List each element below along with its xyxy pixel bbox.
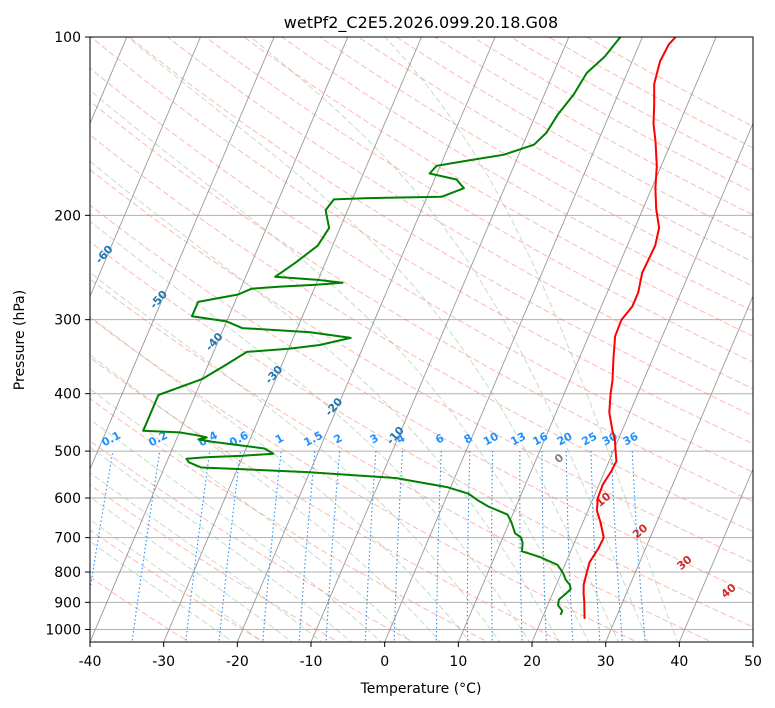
x-tick-label: -10 bbox=[300, 654, 323, 670]
mixing-ratio-label: 36 bbox=[621, 430, 641, 449]
temperature-profile-line bbox=[582, 37, 677, 619]
y-tick-label: 100 bbox=[54, 30, 81, 46]
x-axis-ticks: -40 -30 -20 -10 0 10 20 30 40 50 bbox=[79, 642, 762, 670]
mixing-ratio-line bbox=[565, 451, 574, 642]
isotherm-line bbox=[163, 37, 422, 642]
y-tick-label: 500 bbox=[54, 444, 81, 460]
y-tick-label: 700 bbox=[54, 531, 81, 547]
mixing-ratio-label: 13 bbox=[508, 430, 528, 449]
moist-adiabat-line bbox=[90, 271, 501, 642]
background-lines: 0.10.20.40.611.52346810131620253036-100-… bbox=[90, 37, 753, 642]
mixing-ratio-lines bbox=[90, 451, 646, 642]
moist-adiabat-line bbox=[127, 37, 619, 642]
y-tick-label: 800 bbox=[54, 565, 81, 581]
dry-adiabat-line bbox=[319, 37, 753, 287]
dry-adiabat-line bbox=[90, 100, 753, 503]
dry-adiabat-line bbox=[90, 241, 753, 628]
x-tick-label: -40 bbox=[79, 654, 102, 670]
mixing-ratio-line bbox=[541, 451, 547, 642]
moist-adiabat-line bbox=[90, 160, 560, 642]
chart-title: wetPf2_C2E5.2026.099.20.18.G08 bbox=[284, 13, 558, 33]
mixing-ratio-label: 10 bbox=[481, 430, 501, 449]
x-axis-label: Temperature (°C) bbox=[360, 681, 482, 697]
y-axis-label: Pressure (hPa) bbox=[12, 290, 28, 390]
dry-adiabat-line bbox=[166, 37, 753, 390]
moist-adiabat-line bbox=[90, 446, 353, 642]
dry-adiabat-line bbox=[90, 397, 489, 642]
mixing-ratio-line bbox=[435, 451, 442, 642]
y-tick-label: 1000 bbox=[45, 622, 81, 638]
dry-adiabat-line bbox=[90, 168, 753, 564]
x-tick-label: 30 bbox=[597, 654, 615, 670]
x-tick-label: 40 bbox=[670, 654, 688, 670]
dry-adiabat-line bbox=[242, 37, 753, 337]
moist-adiabat-line bbox=[90, 540, 234, 642]
skewed-isotherms bbox=[90, 37, 753, 642]
y-axis-ticks: 1000 900 800 700 600 500 400 300 200 100 bbox=[45, 30, 90, 638]
isotherm-line bbox=[531, 122, 753, 642]
x-tick-label: -20 bbox=[226, 654, 249, 670]
dewpoint-profile-line bbox=[142, 37, 622, 616]
isotherm-line bbox=[90, 37, 349, 642]
mixing-ratio-line bbox=[519, 451, 523, 642]
y-tick-label: 400 bbox=[54, 387, 81, 403]
mixing-ratio-label: 25 bbox=[580, 430, 600, 449]
dry-adiabat-line bbox=[90, 356, 564, 642]
x-tick-label: 10 bbox=[449, 654, 467, 670]
isotherm-line bbox=[457, 37, 717, 642]
isotherm-line bbox=[90, 37, 275, 471]
moist-adiabat-line bbox=[250, 37, 649, 642]
y-tick-label: 200 bbox=[54, 208, 81, 224]
mixing-ratio-label: 16 bbox=[531, 430, 551, 449]
mixing-ratio-line bbox=[466, 451, 471, 642]
x-tick-label: 50 bbox=[744, 654, 762, 670]
mixing-ratio-line bbox=[590, 451, 601, 642]
moist-adiabat-line bbox=[90, 89, 590, 642]
x-tick-label: -30 bbox=[152, 654, 175, 670]
y-tick-label: 900 bbox=[54, 595, 81, 611]
mixing-ratio-line bbox=[490, 451, 494, 642]
dry-adiabat-line bbox=[90, 317, 639, 642]
moist-adiabat-line bbox=[90, 315, 471, 642]
plot-frame bbox=[89, 36, 754, 643]
profile-series bbox=[142, 37, 677, 619]
moist-adiabat-line bbox=[90, 418, 382, 642]
dry-adiabats bbox=[90, 37, 753, 642]
y-tick-label: 600 bbox=[54, 491, 81, 507]
dry-adiabat-line bbox=[90, 529, 265, 642]
dry-adiabat-line bbox=[90, 37, 753, 445]
moist-adiabat-line bbox=[90, 354, 442, 642]
isotherm-line bbox=[236, 37, 496, 642]
y-tick-label: 300 bbox=[54, 313, 81, 329]
isotherm-line bbox=[310, 37, 570, 642]
dry-adiabat-line bbox=[90, 484, 340, 642]
dry-adiabat-line bbox=[90, 67, 753, 473]
isotherm-line bbox=[605, 295, 753, 642]
isotherm-line bbox=[90, 37, 201, 298]
x-tick-label: 0 bbox=[380, 654, 389, 670]
x-tick-label: 20 bbox=[523, 654, 541, 670]
isotherm-line bbox=[384, 37, 643, 642]
dry-adiabat-line bbox=[90, 278, 713, 642]
isotherm-line bbox=[678, 467, 753, 642]
moist-adiabat-line bbox=[384, 37, 678, 642]
mixing-ratio-line bbox=[364, 451, 377, 642]
mixing-ratio-label: 20 bbox=[555, 430, 575, 449]
pressure-grid bbox=[90, 37, 753, 630]
mixing-ratio-line bbox=[393, 451, 404, 642]
